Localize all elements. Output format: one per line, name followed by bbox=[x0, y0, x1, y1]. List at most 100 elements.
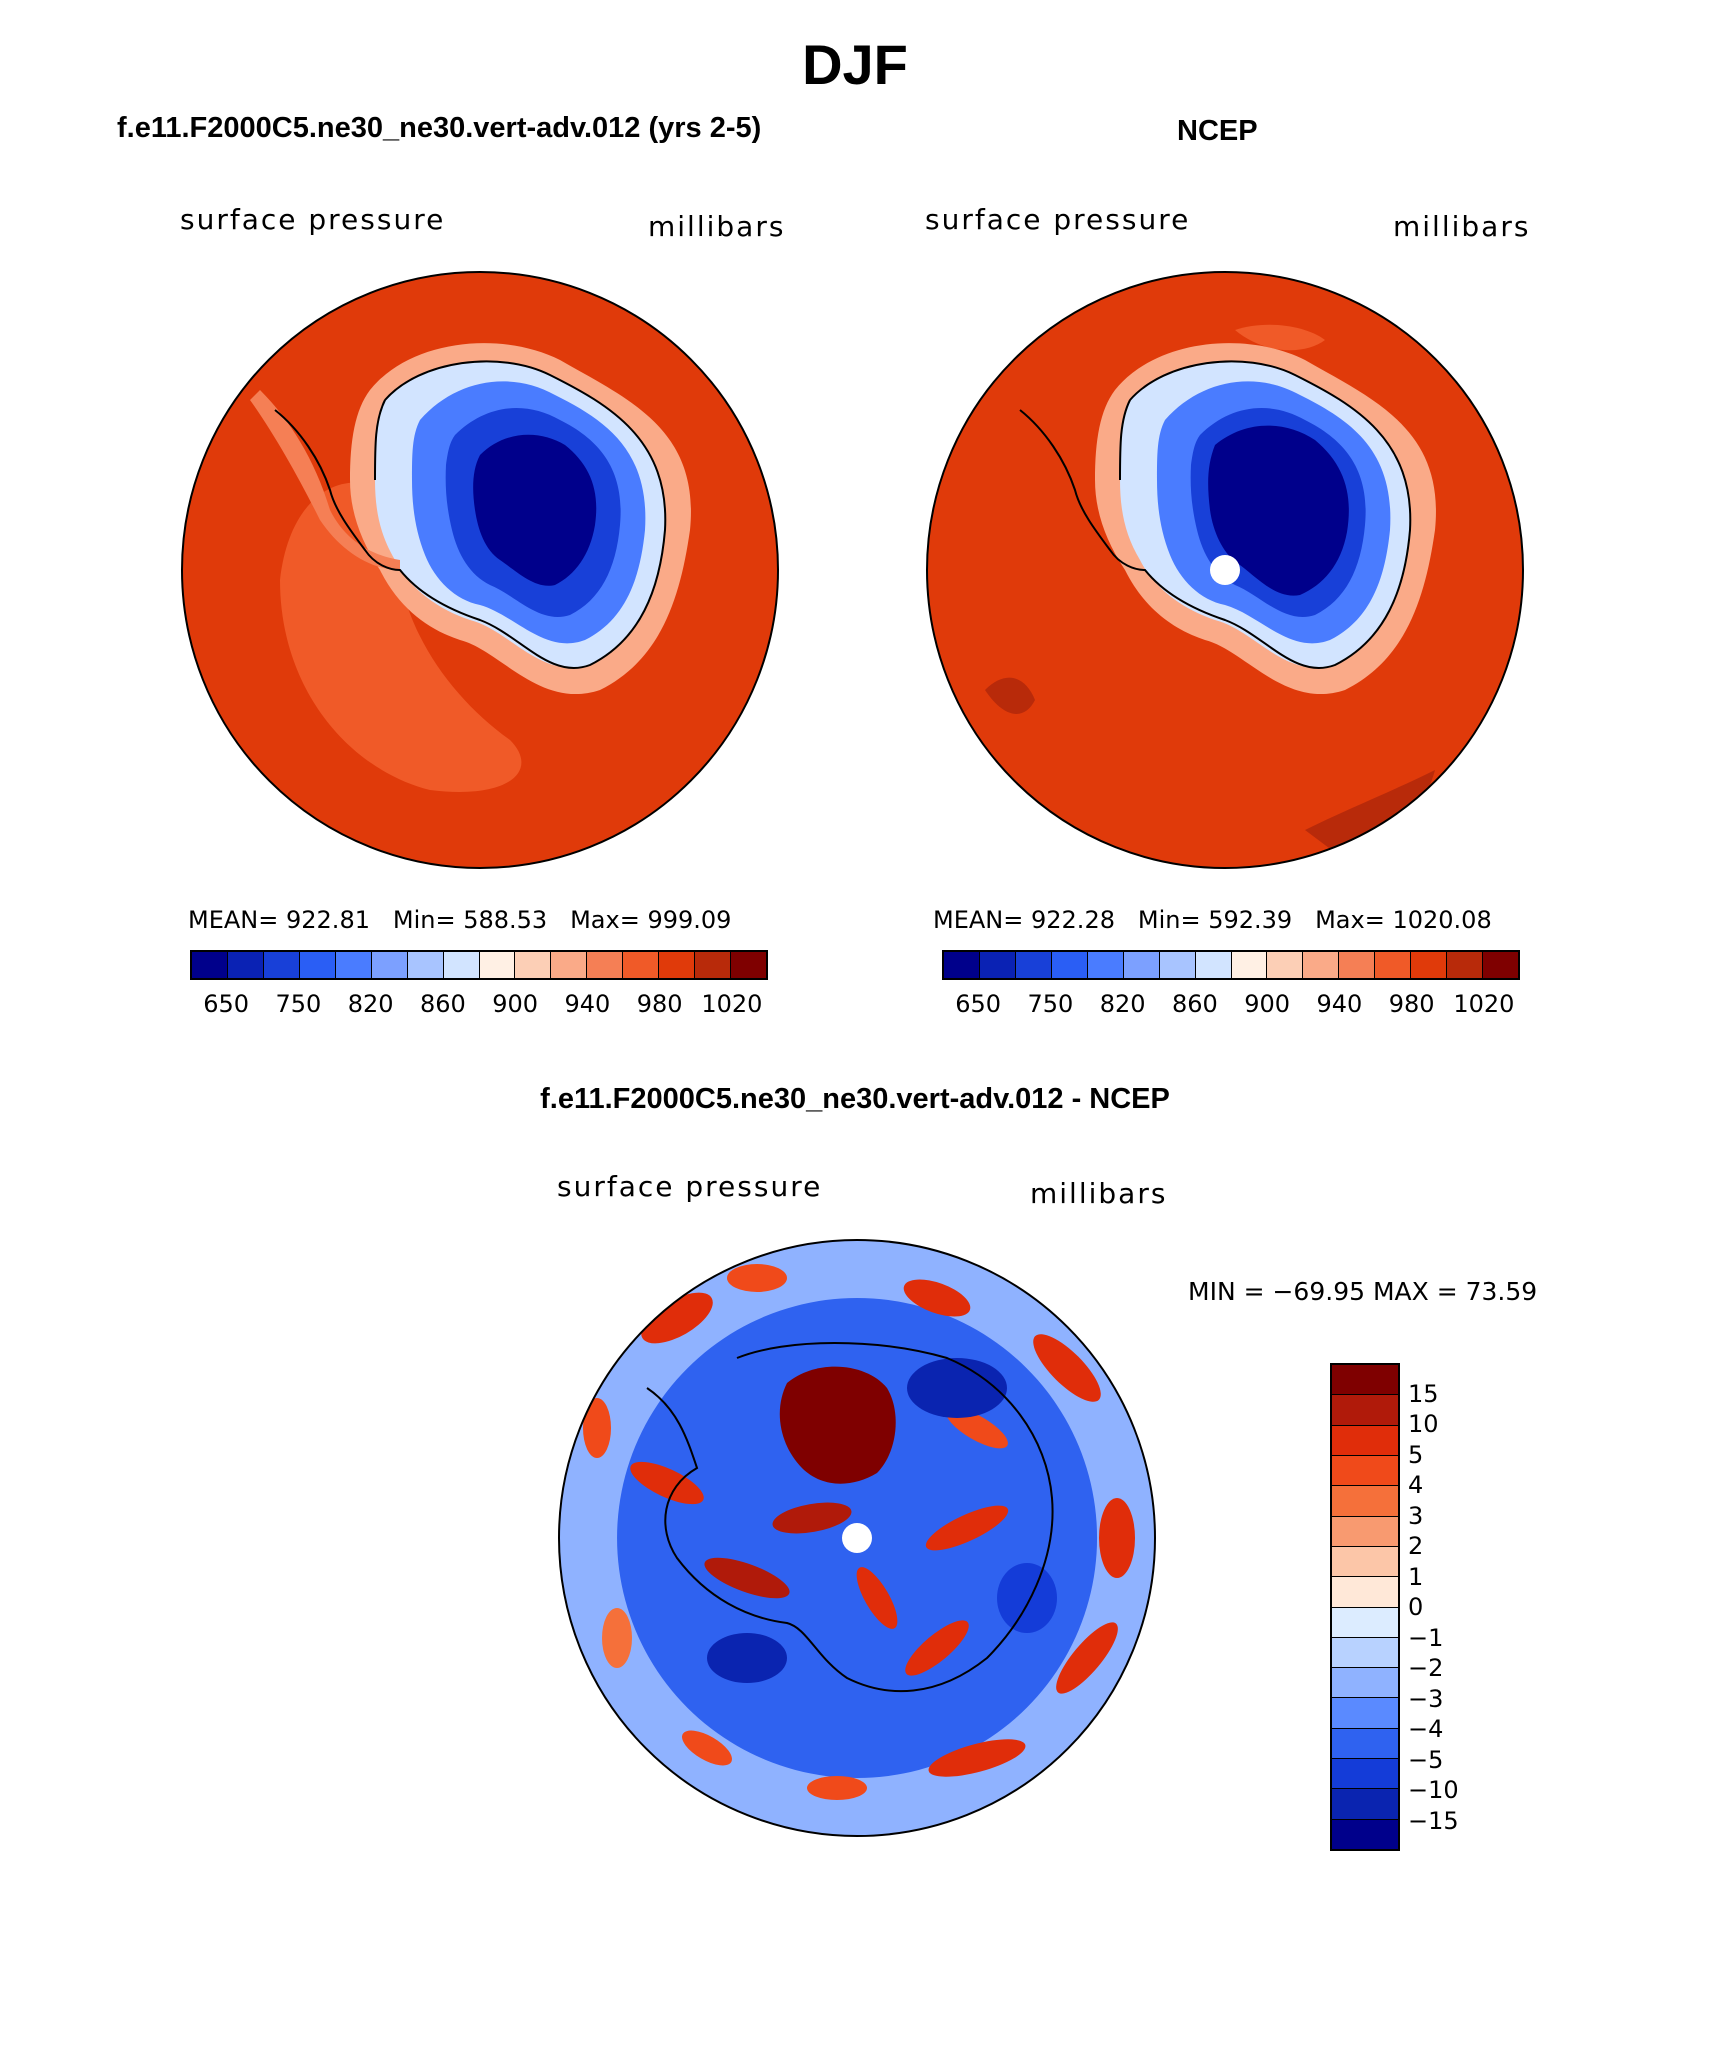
diff-neg bbox=[997, 1563, 1057, 1633]
diff-colorbar-swatch bbox=[1332, 1395, 1398, 1426]
right-ocean-high-2 bbox=[1305, 770, 1435, 860]
diff-variable-label: surface pressure bbox=[557, 1170, 823, 1203]
right-ocean-high-3 bbox=[985, 677, 1035, 714]
right-colorbar bbox=[942, 950, 1520, 980]
diff-colorbar-swatch bbox=[1332, 1516, 1398, 1547]
diff-blob bbox=[583, 1398, 611, 1458]
left-pacific-anomaly bbox=[280, 482, 522, 792]
right-coastline bbox=[1019, 360, 1412, 669]
left-plateau-core bbox=[473, 434, 597, 586]
left-colorbar-swatch bbox=[407, 952, 444, 978]
diff-colorbar-swatch bbox=[1332, 1637, 1398, 1669]
diff-colorbar-swatch bbox=[1332, 1819, 1398, 1849]
right-colorbar-tick-label: 820 bbox=[1099, 990, 1146, 1018]
right-colorbar-swatch bbox=[1123, 952, 1160, 978]
left-colorbar bbox=[190, 950, 768, 980]
left-colorbar-tick-label: 750 bbox=[275, 990, 322, 1018]
right-colorbar-swatch bbox=[1375, 952, 1412, 978]
diff-blob bbox=[925, 1505, 1009, 1551]
diff-blob bbox=[641, 1292, 713, 1344]
diff-colorbar-swatch bbox=[1332, 1486, 1398, 1517]
right-colorbar-swatch bbox=[1015, 952, 1052, 978]
right-colorbar-swatch bbox=[979, 952, 1016, 978]
right-colorbar-tick-label: 650 bbox=[955, 990, 1002, 1018]
diff-panel-title: f.e11.F2000C5.ne30_ne30.vert-adv.012 - N… bbox=[540, 1083, 1170, 1115]
left-panel-title: f.e11.F2000C5.ne30_ne30.vert-adv.012 (yr… bbox=[117, 112, 762, 144]
right-colorbar-swatch bbox=[1267, 952, 1304, 978]
diff-colorbar-tick-label: −3 bbox=[1408, 1684, 1444, 1713]
diff-blob bbox=[856, 1567, 898, 1629]
left-colorbar-tick-label: 980 bbox=[636, 990, 683, 1018]
right-polar-map bbox=[926, 271, 1524, 869]
diff-map-border bbox=[558, 1239, 1156, 1837]
left-units-label: millibars bbox=[648, 210, 786, 243]
diff-pole-hole bbox=[842, 1523, 872, 1553]
diff-colorbar-swatch bbox=[1332, 1759, 1398, 1790]
left-stats: MEAN= 922.81 Min= 588.53 Max= 999.09 bbox=[188, 906, 732, 934]
left-colorbar-tick-label: 900 bbox=[492, 990, 539, 1018]
diff-blob bbox=[727, 1264, 787, 1292]
diff-blob bbox=[682, 1730, 732, 1766]
right-colorbar-swatch bbox=[1195, 952, 1232, 978]
diff-colorbar-swatch bbox=[1332, 1698, 1398, 1729]
left-map-border bbox=[181, 271, 779, 869]
left-colorbar-swatch bbox=[299, 952, 336, 978]
right-colorbar-swatch bbox=[1231, 952, 1268, 978]
left-colorbar-swatch bbox=[479, 952, 516, 978]
diff-blob bbox=[807, 1776, 867, 1800]
right-colorbar-tick-label: 940 bbox=[1316, 990, 1363, 1018]
right-colorbar-swatch bbox=[1159, 952, 1196, 978]
left-colorbar-swatch bbox=[623, 952, 660, 978]
diff-colorbar-tick-label: −10 bbox=[1408, 1776, 1459, 1804]
diff-colorbar-swatch bbox=[1332, 1546, 1398, 1578]
right-units-label: millibars bbox=[1393, 210, 1531, 243]
right-colorbar-swatch bbox=[1051, 952, 1088, 978]
diff-blob bbox=[1033, 1334, 1101, 1402]
diff-colorbar-swatch bbox=[1332, 1577, 1398, 1608]
left-coastline bbox=[274, 360, 667, 669]
right-pole-hole bbox=[1210, 555, 1240, 585]
diff-blob bbox=[602, 1608, 632, 1668]
diff-colorbar-tick-label: −5 bbox=[1408, 1745, 1444, 1774]
diff-units-label: millibars bbox=[1030, 1177, 1168, 1210]
right-colorbar-tick-label: 980 bbox=[1388, 990, 1435, 1018]
right-colorbar-swatch bbox=[1483, 952, 1518, 978]
diff-colorbar-swatch bbox=[1332, 1365, 1398, 1396]
right-colorbar-swatch bbox=[1447, 952, 1484, 978]
left-colorbar-swatch bbox=[443, 952, 480, 978]
diff-blob bbox=[903, 1279, 971, 1317]
left-colorbar-ticks: 650 750 820 860 900 940 980 1020 bbox=[190, 990, 768, 1020]
right-colorbar-swatch bbox=[1303, 952, 1340, 978]
right-colorbar-tick-label: 860 bbox=[1171, 990, 1218, 1018]
diff-polar-map bbox=[558, 1239, 1156, 1837]
right-map-border bbox=[926, 271, 1524, 869]
diff-colorbar-swatch bbox=[1332, 1425, 1398, 1456]
left-colorbar-tick-label: 940 bbox=[564, 990, 611, 1018]
diff-colorbar-swatch bbox=[1332, 1728, 1398, 1760]
left-colorbar-swatch bbox=[515, 952, 552, 978]
left-colorbar-swatch bbox=[695, 952, 732, 978]
left-colorbar-swatch bbox=[551, 952, 588, 978]
season-title: DJF bbox=[802, 33, 908, 96]
diff-colorbar-swatch bbox=[1332, 1668, 1398, 1699]
diff-blob bbox=[630, 1461, 704, 1505]
right-panel-title: NCEP bbox=[1177, 115, 1258, 147]
diff-colorbar-tick-label: −4 bbox=[1408, 1715, 1444, 1743]
diff-colorbar-tick-label: 5 bbox=[1408, 1440, 1424, 1469]
right-colorbar-swatch bbox=[944, 952, 980, 978]
diff-blob bbox=[1056, 1622, 1118, 1694]
diff-blob bbox=[928, 1739, 1026, 1777]
diff-blob bbox=[1099, 1498, 1135, 1578]
diff-colorbar bbox=[1330, 1363, 1400, 1851]
left-colorbar-swatch bbox=[227, 952, 264, 978]
left-colorbar-swatch bbox=[335, 952, 372, 978]
left-peninsula-anomaly bbox=[250, 390, 400, 570]
left-colorbar-tick-label: 820 bbox=[347, 990, 394, 1018]
diff-colorbar-tick-label: 1 bbox=[1408, 1562, 1424, 1591]
left-colorbar-swatch bbox=[371, 952, 408, 978]
left-colorbar-swatch bbox=[731, 952, 766, 978]
diff-colorbar-ticks: 15 10 5 4 3 2 1 0 −1 −2 −3 −4 −5 −10 −15 bbox=[1408, 1363, 1508, 1851]
diff-range-text: MIN = −69.95 MAX = 73.59 bbox=[1188, 1277, 1538, 1306]
diff-colorbar-tick-label: 15 bbox=[1408, 1379, 1439, 1408]
diff-colorbar-tick-label: 0 bbox=[1408, 1593, 1424, 1621]
